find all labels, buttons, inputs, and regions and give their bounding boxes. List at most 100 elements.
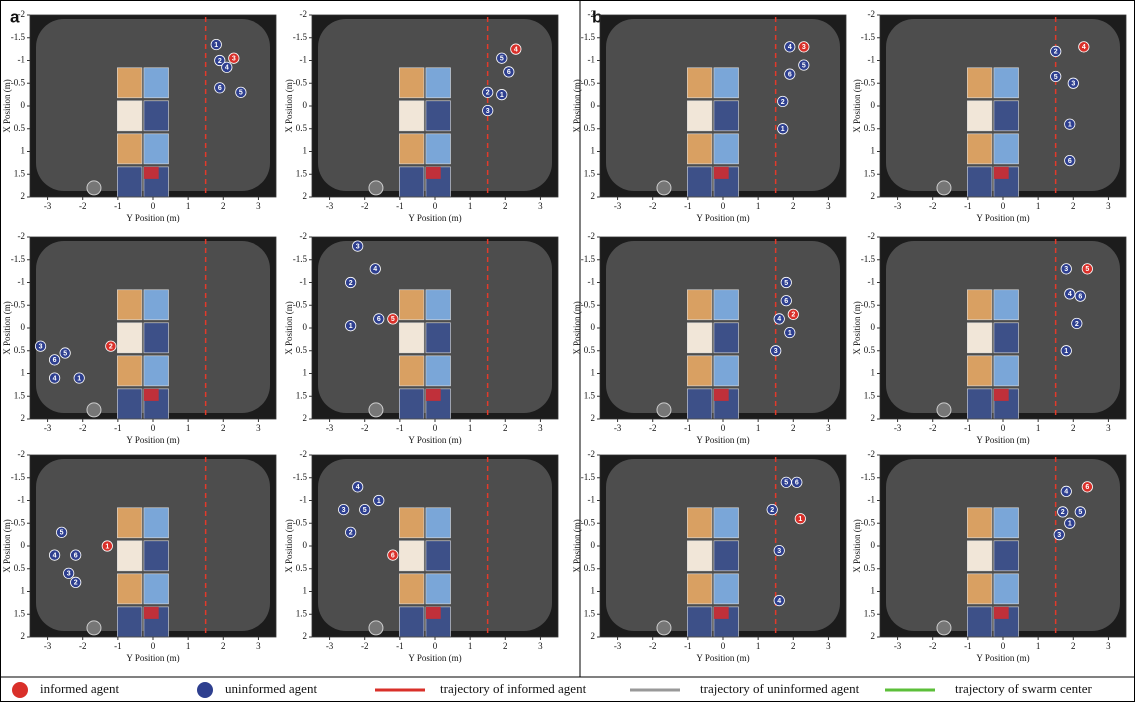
y-axis-title: X Position (m): [2, 519, 12, 573]
mat: [426, 68, 451, 98]
y-tick-label: 1.5: [864, 168, 876, 178]
y-tick-label: -1: [18, 495, 26, 505]
agent-label: 5: [60, 530, 64, 537]
x-tick-label: 2: [221, 423, 226, 433]
y-tick-label: 0.5: [864, 345, 876, 355]
y-tick-label: -1: [18, 55, 26, 65]
y-tick-label: 2: [21, 631, 26, 641]
logo: [369, 621, 383, 635]
plot: -3-2-10123-2-1.5-1-0.500.511.52Y Positio…: [572, 449, 846, 663]
y-tick-label: -0.5: [861, 77, 876, 87]
mat-red: [994, 167, 1009, 179]
x-tick-label: -3: [326, 201, 334, 211]
mat: [967, 389, 992, 419]
mat: [144, 356, 169, 386]
y-tick-label: 0: [871, 540, 876, 550]
mat: [714, 356, 739, 386]
y-tick-label: 1.5: [864, 608, 876, 618]
y-tick-label: -2: [300, 231, 308, 241]
x-tick-label: -1: [114, 641, 122, 651]
x-tick-label: 3: [256, 641, 261, 651]
agent-label: 4: [373, 266, 377, 273]
mat: [967, 508, 992, 538]
x-tick-label: -2: [649, 423, 657, 433]
mat: [399, 541, 424, 571]
x-tick-label: 3: [1106, 423, 1111, 433]
legend-marker: [12, 682, 28, 698]
y-tick-label: 2: [591, 191, 596, 201]
y-tick-label: -0.5: [11, 517, 26, 527]
y-tick-label: -1.5: [861, 472, 876, 482]
y-axis-title: X Position (m): [284, 301, 294, 355]
y-tick-label: 2: [303, 191, 308, 201]
agent-label: 2: [109, 344, 113, 351]
y-tick-label: 1.5: [296, 168, 308, 178]
agent-label: 6: [53, 357, 57, 364]
y-tick-label: 0: [303, 322, 308, 332]
y-tick-label: -1.5: [11, 254, 26, 264]
mat: [399, 323, 424, 353]
agent-label: 5: [500, 56, 504, 63]
x-tick-label: 1: [468, 201, 473, 211]
mat: [117, 68, 142, 98]
mat: [144, 290, 169, 320]
x-tick-label: 1: [1036, 641, 1041, 651]
mat: [967, 134, 992, 164]
x-tick-label: 3: [256, 423, 261, 433]
x-tick-label: 1: [186, 423, 191, 433]
agent-label: 4: [514, 46, 518, 53]
x-axis-title: Y Position (m): [408, 435, 461, 445]
y-tick-label: 1.5: [584, 608, 596, 618]
mat-red: [426, 167, 441, 179]
mat: [117, 541, 142, 571]
mat: [144, 541, 169, 571]
mat: [117, 574, 142, 604]
agent-label: 2: [218, 58, 222, 65]
mat: [117, 356, 142, 386]
x-tick-label: -2: [929, 641, 937, 651]
y-tick-label: 0.5: [864, 123, 876, 133]
mat: [144, 323, 169, 353]
agent-label: 4: [777, 316, 781, 323]
mat: [967, 323, 992, 353]
y-tick-label: 1: [21, 368, 26, 378]
x-axis-title: Y Position (m): [408, 653, 461, 663]
agent-label: 6: [1068, 158, 1072, 165]
mat: [144, 101, 169, 131]
agent-label: 6: [784, 298, 788, 305]
y-tick-label: 2: [871, 631, 876, 641]
y-tick-label: -2: [868, 449, 876, 459]
mat: [687, 323, 712, 353]
mat: [144, 574, 169, 604]
y-tick-label: 2: [303, 631, 308, 641]
y-tick-label: 2: [21, 191, 26, 201]
logo: [87, 621, 101, 635]
mat: [426, 290, 451, 320]
mat-red: [426, 607, 441, 619]
x-tick-label: 0: [721, 641, 726, 651]
x-tick-label: -2: [361, 641, 369, 651]
y-tick-label: -1: [868, 55, 876, 65]
x-tick-label: 3: [538, 641, 543, 651]
x-tick-label: 2: [503, 641, 508, 651]
y-tick-label: 2: [303, 413, 308, 423]
agent-label: 3: [67, 571, 71, 578]
x-axis-title: Y Position (m): [976, 653, 1029, 663]
x-tick-label: 2: [791, 201, 796, 211]
y-tick-label: 1.5: [864, 390, 876, 400]
mat: [967, 541, 992, 571]
agent-label: 1: [500, 92, 504, 99]
agent-label: 2: [74, 580, 78, 587]
agent-label: 4: [1064, 489, 1068, 496]
x-tick-label: 3: [538, 201, 543, 211]
y-tick-label: -2: [300, 449, 308, 459]
legend-label: uninformed agent: [225, 681, 317, 696]
y-axis-title: X Position (m): [572, 519, 582, 573]
x-tick-label: -3: [44, 201, 52, 211]
agent-label: 4: [777, 598, 781, 605]
agent-label: 1: [1068, 521, 1072, 528]
x-tick-label: 0: [1001, 641, 1006, 651]
y-tick-label: -0.5: [293, 299, 308, 309]
x-tick-label: -1: [396, 641, 404, 651]
